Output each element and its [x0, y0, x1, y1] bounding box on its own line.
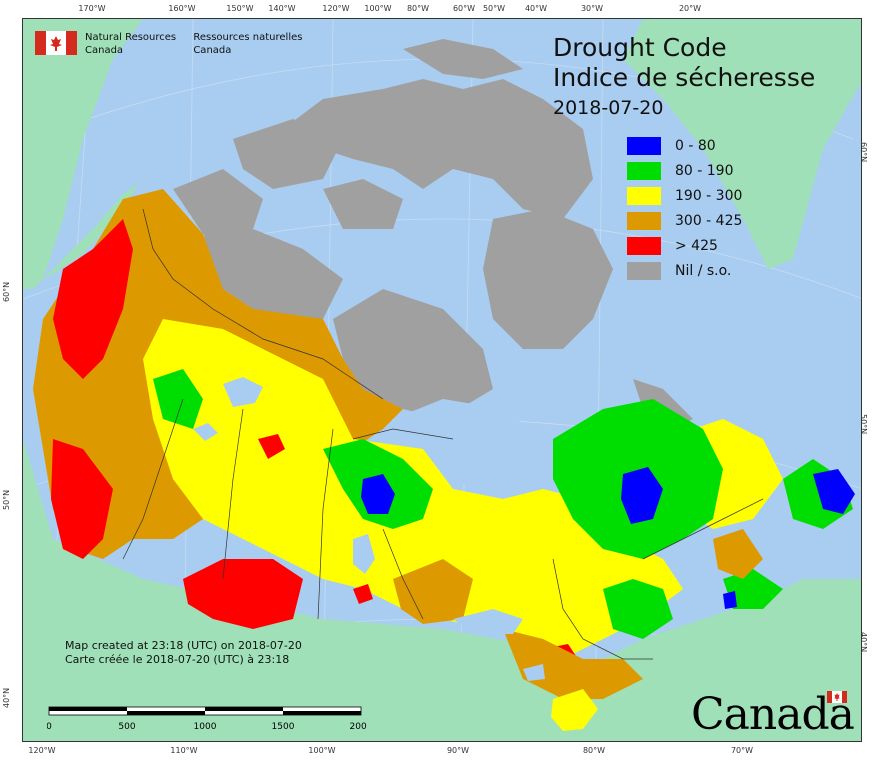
foreign-land	[23, 19, 861, 741]
tick-label: 60°N	[2, 281, 11, 302]
drought-zones	[33, 189, 855, 731]
legend-label: 190 - 300	[675, 187, 743, 204]
legend-item: 190 - 300	[627, 183, 742, 208]
nodata-arctic	[173, 39, 693, 429]
map-drawing	[23, 19, 861, 741]
tick-label: 30°W	[580, 4, 604, 13]
title-en: Drought Code	[553, 33, 727, 62]
tick-label: 150°W	[226, 4, 254, 13]
scale-bar-segment	[205, 707, 283, 711]
legend-item: 0 - 80	[627, 133, 742, 158]
scale-label: 2000	[350, 722, 367, 732]
legend-swatch	[627, 161, 661, 180]
tick-label: 50°N	[2, 489, 11, 510]
tick-label: 40°W	[524, 4, 548, 13]
wordmark-flag-icon	[827, 691, 847, 703]
tick-label: 100°W	[308, 746, 336, 755]
map-canvas: Natural Resources Canada Ressources natu…	[22, 18, 862, 742]
agency-fr-line1: Ressources naturelles	[193, 32, 303, 43]
scale-bar-segment	[283, 711, 361, 715]
tick-label: 120°W	[322, 4, 350, 13]
tick-label: 100°W	[364, 4, 392, 13]
tick-label: 70°W	[730, 746, 754, 755]
agency-name-fr: Ressources naturelles Canada	[193, 31, 302, 57]
creation-credit: Map created at 23:18 (UTC) on 2018-07-20…	[65, 639, 302, 667]
scale-bar-segment	[49, 707, 127, 711]
hudson-bay	[393, 399, 553, 499]
legend-swatch	[627, 236, 661, 255]
legend-label: Nil / s.o.	[675, 262, 732, 279]
legend-swatch	[627, 211, 661, 230]
agency-en-line1: Natural Resources	[85, 32, 177, 43]
tick-label: 120°W	[28, 746, 56, 755]
title-fr: Indice de sécheresse	[553, 63, 816, 92]
tick-label: 80°W	[582, 746, 606, 755]
agency-name-en: Natural Resources Canada	[85, 31, 176, 57]
legend-label: > 425	[675, 237, 718, 254]
legend-swatch	[627, 136, 661, 155]
legend-label: 80 - 190	[675, 162, 734, 179]
legend: 0 - 80 80 - 190 190 - 300 300 - 425 > 425 Nil…	[627, 133, 742, 283]
scale-label: 500	[118, 722, 135, 732]
scale-bar-segment	[127, 711, 205, 715]
legend-swatch	[627, 261, 661, 280]
tick-label: 90°W	[446, 746, 470, 755]
legend-item: > 425	[627, 233, 742, 258]
tick-label: 50°W	[482, 4, 506, 13]
credit-en: Map created at 23:18 (UTC) on 2018-07-20	[65, 639, 302, 652]
lakes	[193, 377, 545, 681]
agency-signature: Natural Resources Canada Ressources natu…	[35, 31, 316, 57]
tick-label: 140°W	[268, 4, 296, 13]
canada-wordmark: Canada	[691, 685, 861, 740]
legend-item: 300 - 425	[627, 208, 742, 233]
legend-item: Nil / s.o.	[627, 258, 742, 283]
tick-label: 110°W	[170, 746, 198, 755]
legend-label: 300 - 425	[675, 212, 743, 229]
legend-item: 80 - 190	[627, 158, 742, 183]
agency-fr-line2: Canada	[193, 45, 232, 56]
tick-label: 160°W	[168, 4, 196, 13]
scale-label: 1000	[194, 722, 217, 732]
legend-label: 0 - 80	[675, 137, 716, 154]
tick-label: 60°W	[452, 4, 476, 13]
canada-flag-icon	[35, 31, 77, 55]
tick-label: 80°W	[406, 4, 430, 13]
tick-label: 40°N	[2, 687, 11, 708]
credit-fr: Carte créée le 2018-07-20 (UTC) à 23:18	[65, 653, 290, 666]
tick-label: 170°W	[78, 4, 106, 13]
admin-boundaries	[122, 208, 764, 660]
tick-label: 20°W	[678, 4, 702, 13]
legend-swatch	[627, 186, 661, 205]
scale-bar: 0 500 1000 1500 2000 km	[47, 706, 367, 732]
agency-en-line2: Canada	[85, 45, 124, 56]
scale-label: 1500	[272, 722, 295, 732]
map-date: 2018-07-20	[553, 97, 664, 119]
scale-label: 0	[47, 722, 52, 732]
map-title: Drought Code Indice de sécheresse 2018-0…	[553, 33, 815, 121]
